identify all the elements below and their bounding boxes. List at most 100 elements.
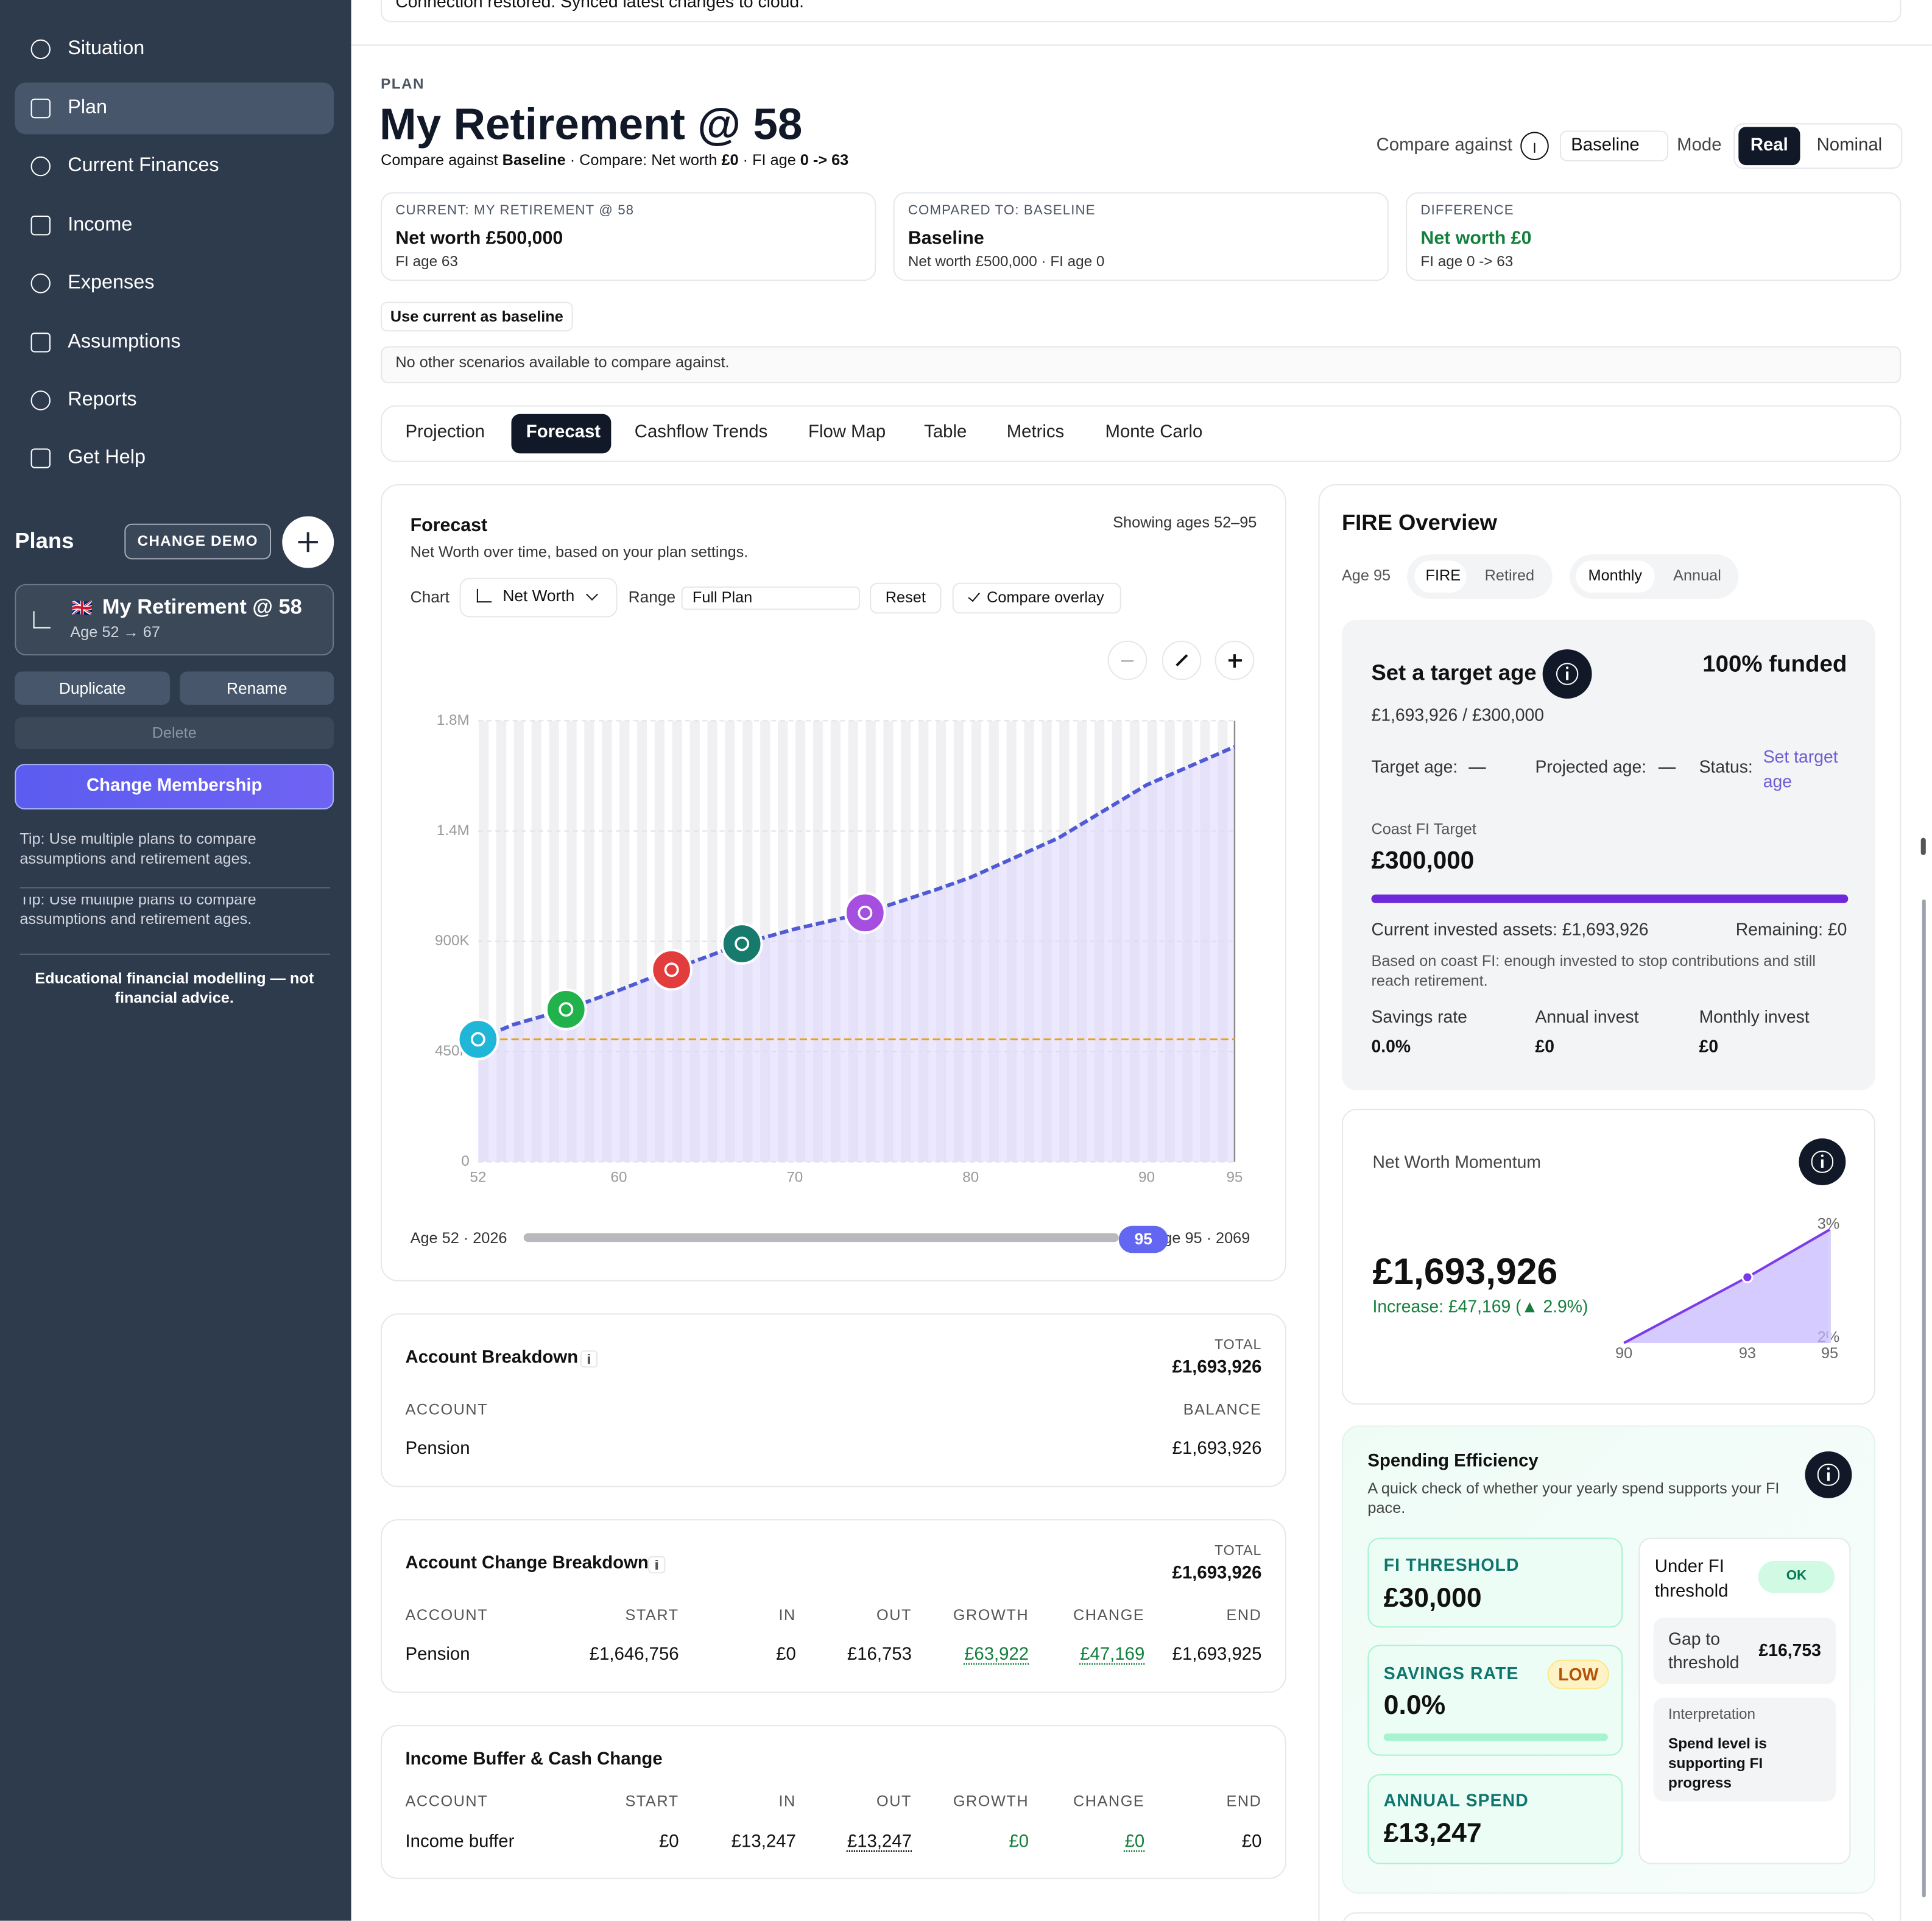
tab[interactable]: Metrics — [1006, 422, 1065, 443]
table-cell: £0 — [658, 1832, 679, 1852]
tab[interactable]: Flow Map — [808, 422, 886, 443]
tab[interactable]: Monte Carlo — [1105, 422, 1203, 443]
slider-knob[interactable]: 95 — [1118, 1225, 1168, 1253]
tab[interactable]: Projection — [405, 422, 485, 443]
savings-badge[interactable]: LOW — [1547, 1659, 1609, 1690]
stat-label: Projected age: — [1535, 756, 1647, 777]
range-select[interactable] — [681, 586, 860, 610]
plans-title: Plans — [15, 528, 74, 553]
compare-select[interactable]: Baseline — [1559, 130, 1669, 161]
nav-item[interactable]: Current Finances — [68, 155, 219, 177]
stat-label: Target age: — [1371, 756, 1458, 777]
column-header: OUT — [876, 1607, 912, 1624]
eyebrow: PLAN — [381, 74, 425, 92]
change-demo-button[interactable]: CHANGE DEMO — [124, 523, 272, 560]
rename-button[interactable]: Rename — [180, 671, 334, 705]
coast-value: £300,000 — [1371, 847, 1475, 875]
info-bar — [1827, 1472, 1830, 1481]
nav-item[interactable]: Expenses — [68, 272, 155, 294]
info-icon — [648, 1556, 666, 1574]
toggle[interactable]: Retired — [1484, 567, 1535, 585]
info-bar — [655, 1562, 658, 1570]
nav-item[interactable]: Assumptions — [68, 331, 181, 353]
mode-nominal[interactable]: Nominal — [1816, 135, 1883, 155]
table-cell: £13,247 — [731, 1832, 796, 1852]
summary-detail: Net worth £500,000 · FI age 0 — [908, 252, 1105, 270]
spend-label: ANNUAL SPEND — [1383, 1790, 1529, 1811]
account-card — [381, 1313, 1286, 1487]
tip: Tip: Use multiple plans to compare assum… — [19, 897, 256, 928]
info-icon — [1520, 132, 1549, 160]
nav-item[interactable]: Reports — [68, 389, 137, 411]
chart-select-icon — [476, 588, 492, 603]
toggle[interactable]: FIRE — [1425, 567, 1461, 585]
range-note: Showing ages 52–95 — [1113, 514, 1257, 532]
subtitle-part: 0 -> 63 — [800, 152, 849, 169]
total-label: TOTAL — [1214, 1338, 1262, 1353]
savings-value: 0.0% — [1383, 1690, 1446, 1721]
nav-item[interactable]: Get Help — [68, 447, 146, 468]
metric-value: 0.0% — [1371, 1036, 1411, 1057]
column-header: ACCOUNT — [405, 1792, 488, 1811]
nav-icon — [30, 39, 51, 60]
toggle-active — [1414, 560, 1467, 593]
toggle[interactable]: Monthly — [1588, 567, 1643, 585]
plan-card[interactable] — [15, 583, 334, 656]
membership-button[interactable]: Change Membership — [15, 764, 334, 810]
notice — [381, 346, 1902, 384]
chart-select[interactable] — [459, 577, 618, 618]
overlay-toggle[interactable]: Compare overlay — [952, 582, 1121, 614]
next-card — [1341, 1912, 1875, 1921]
delete-button[interactable]: Delete — [15, 717, 334, 749]
remaining: Remaining: £0 — [1735, 919, 1847, 940]
nav-item[interactable]: Situation — [68, 38, 145, 60]
table-cell: £1,693,925 — [1172, 1644, 1262, 1665]
total-value: £1,693,926 — [1172, 1358, 1262, 1378]
divider — [19, 953, 331, 955]
table-cell: £16,753 — [847, 1644, 912, 1665]
duplicate-button[interactable]: Duplicate — [15, 671, 171, 705]
subtitle-part: Baseline — [502, 152, 566, 169]
toggle[interactable]: Annual — [1673, 567, 1721, 585]
tab[interactable]: Table — [924, 422, 967, 443]
reset-button[interactable]: Reset — [870, 582, 942, 614]
subtitle-part: · Compare: Net worth — [565, 152, 722, 169]
info-dot — [1566, 666, 1568, 669]
status-badge[interactable]: OK — [1758, 1561, 1835, 1593]
info-icon — [580, 1350, 598, 1368]
summary-card — [1406, 192, 1902, 281]
summary-label: CURRENT: MY RETIREMENT @ 58 — [395, 203, 635, 219]
summary-value: Net worth £500,000 — [395, 227, 563, 248]
coast-label: Coast FI Target — [1371, 820, 1476, 839]
table-cell: £0 — [1241, 1832, 1262, 1852]
nav-active — [15, 82, 334, 135]
mode-real[interactable]: Real — [1738, 127, 1800, 166]
forecast-subtitle: Net Worth over time, based on your plan … — [410, 543, 749, 561]
tab-bar — [381, 405, 1902, 462]
stat-value: — — [1658, 756, 1676, 777]
table-cell: Income buffer — [405, 1832, 515, 1852]
chart-select-value: Net Worth — [502, 586, 575, 605]
nav-icon — [30, 98, 51, 119]
info-bar — [1566, 671, 1568, 681]
zoom-button[interactable] — [1162, 640, 1202, 680]
column-header: ACCOUNT — [405, 1607, 488, 1624]
tab[interactable]: Forecast — [526, 422, 601, 443]
subtitle: Compare against Baseline · Compare: Net … — [381, 152, 848, 170]
tab[interactable]: Cashflow Trends — [634, 422, 768, 443]
table-cell: £0 — [1124, 1832, 1145, 1852]
table-cell: £13,247 — [847, 1832, 912, 1852]
column-header: GROWTH — [953, 1792, 1029, 1811]
baseline-button[interactable]: Use current as baseline — [381, 301, 573, 332]
plan-name: My Retirement @ 58 — [102, 595, 302, 619]
info-ring — [1556, 663, 1579, 685]
nav-item[interactable]: Income — [68, 214, 133, 236]
toggle-active — [1576, 560, 1655, 593]
zoom-button[interactable] — [1107, 640, 1148, 680]
nav-item[interactable]: Plan — [68, 97, 108, 119]
slider-track — [523, 1233, 1119, 1242]
threshold-value: £30,000 — [1383, 1582, 1482, 1613]
zoom-button[interactable] — [1215, 640, 1255, 680]
target-title: Set a target age — [1371, 660, 1537, 685]
plan-ages: Age 52 → 67 — [70, 624, 160, 641]
